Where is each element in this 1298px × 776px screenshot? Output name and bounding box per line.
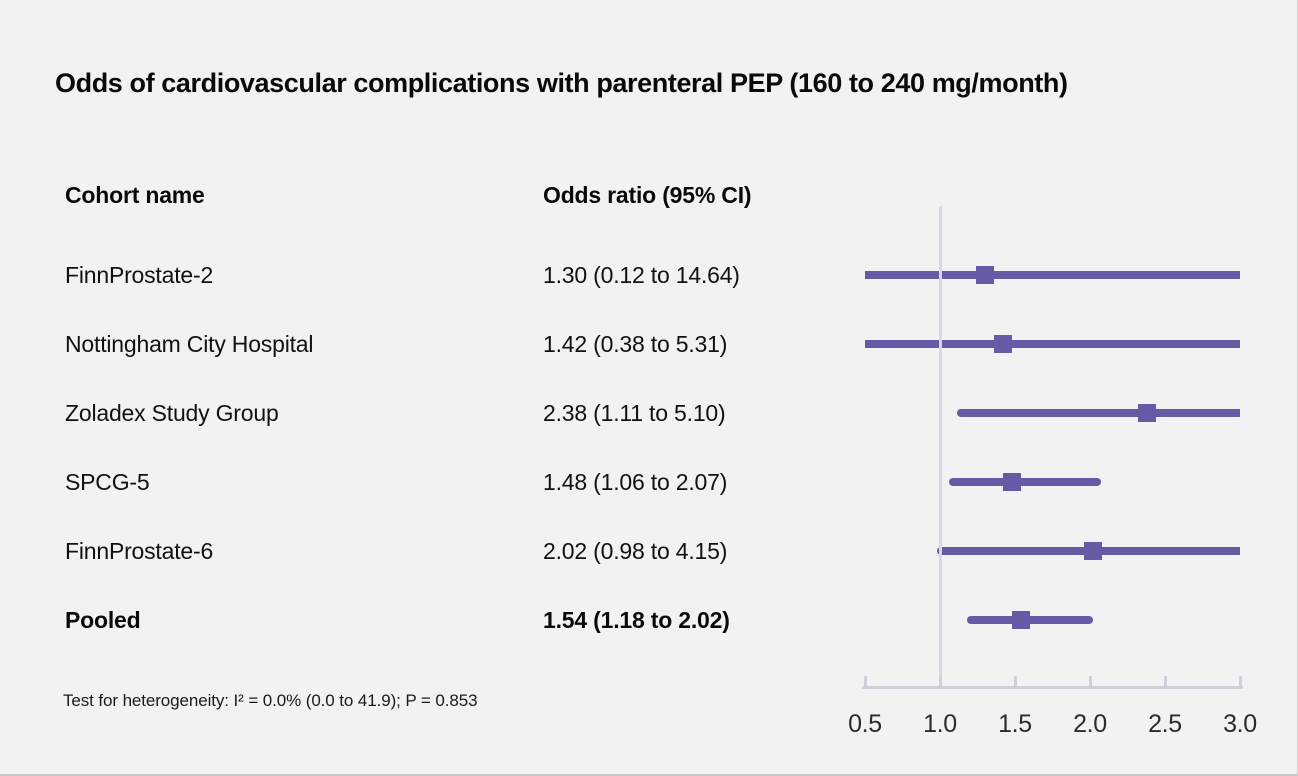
x-axis-tick: [1238, 676, 1242, 687]
x-axis-tick-label: 3.0: [1223, 710, 1257, 738]
odds-ratio-value: 2.38 (1.11 to 5.10): [543, 400, 726, 426]
odds-ratio-value: 1.42 (0.38 to 5.31): [543, 331, 728, 357]
x-axis-tick-label: 1.0: [923, 710, 957, 738]
odds-ratio-value: 1.48 (1.06 to 2.07): [543, 469, 728, 495]
x-axis-tick: [1163, 676, 1167, 687]
point-estimate-marker: [994, 335, 1012, 353]
x-axis-tick: [1088, 676, 1092, 687]
x-axis-tick: [938, 676, 942, 687]
x-axis-tick: [1013, 676, 1017, 687]
odds-ratio-value: 1.30 (0.12 to 14.64): [543, 262, 740, 288]
cohort-name: Pooled: [65, 607, 141, 633]
x-axis-tick-label: 2.5: [1148, 710, 1182, 738]
chart-title: Odds of cardiovascular complications wit…: [55, 68, 1068, 98]
x-axis-tick-label: 1.5: [998, 710, 1032, 738]
confidence-interval-line: [865, 340, 1240, 348]
point-estimate-marker: [1138, 404, 1156, 422]
cohort-name: FinnProstate-2: [65, 262, 214, 288]
point-estimate-marker: [1084, 542, 1102, 560]
confidence-interval-line: [949, 478, 1101, 486]
odds-ratio-value: 2.02 (0.98 to 4.15): [543, 538, 728, 564]
reference-line: [938, 206, 942, 688]
confidence-interval-line: [967, 616, 1093, 624]
x-axis-tick-label: 0.5: [848, 710, 882, 738]
point-estimate-marker: [976, 266, 994, 284]
x-axis: [862, 686, 1243, 689]
heterogeneity-note: Test for heterogeneity: I² = 0.0% (0.0 t…: [63, 691, 478, 710]
cohort-column-header: Cohort name: [65, 182, 205, 208]
cohort-name: SPCG-5: [65, 469, 150, 495]
confidence-interval-line: [956, 409, 1240, 417]
cohort-name: Nottingham City Hospital: [65, 331, 314, 357]
odds-ratio-column-header: Odds ratio (95% CI): [543, 182, 752, 208]
point-estimate-marker: [1003, 473, 1021, 491]
x-axis-tick-label: 2.0: [1073, 710, 1107, 738]
cohort-name: Zoladex Study Group: [65, 400, 279, 426]
point-estimate-marker: [1012, 611, 1030, 629]
cohort-name: FinnProstate-6: [65, 538, 214, 564]
odds-ratio-value: 1.54 (1.18 to 2.02): [543, 607, 730, 633]
confidence-interval-line: [865, 271, 1240, 279]
x-axis-tick: [863, 676, 867, 687]
